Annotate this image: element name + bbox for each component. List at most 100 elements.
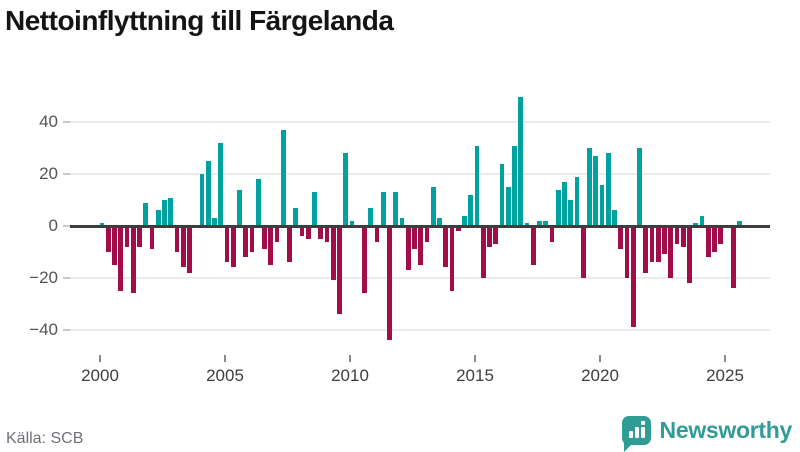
bar-2013Q3 — [437, 218, 442, 226]
bar-2000Q2 — [105, 226, 111, 252]
x-axis-label: 2015 — [456, 366, 494, 385]
bar-2005Q3 — [237, 189, 242, 226]
bar-2025Q3 — [737, 220, 742, 226]
bar-2009Q4 — [343, 153, 349, 226]
source-label: Källa: SCB — [6, 430, 84, 447]
bar-2006Q2 — [255, 179, 261, 226]
gridline — [70, 328, 770, 331]
bar-2002Q4 — [168, 197, 174, 226]
y-axis-label: 40 — [39, 112, 58, 132]
bar-2024Q1 — [699, 215, 705, 226]
bar-2020Q3 — [612, 210, 617, 226]
bar-2020Q2 — [605, 153, 611, 226]
x-axis-tick — [474, 355, 476, 362]
logo-mini-bar-3 — [640, 426, 645, 438]
bar-2013Q1 — [424, 226, 430, 242]
bar-2001Q4 — [143, 202, 149, 226]
bar-2019Q2 — [580, 226, 586, 278]
bar-2018Q4 — [568, 200, 574, 226]
bar-2002Q1 — [149, 226, 155, 250]
x-axis-label: 2010 — [331, 366, 369, 385]
bar-2022Q3 — [662, 226, 667, 255]
bar-2004Q1 — [199, 174, 205, 226]
zero-axis-line — [70, 224, 770, 228]
y-axis-tick — [63, 276, 70, 279]
bar-2009Q1 — [324, 226, 330, 242]
x-axis-label: 2025 — [706, 366, 744, 385]
bar-2007Q4 — [293, 207, 299, 226]
bar-2001Q3 — [137, 226, 142, 247]
bar-2010Q4 — [368, 207, 374, 226]
bar-2018Q3 — [562, 181, 567, 226]
bar-2004Q3 — [212, 218, 217, 226]
y-axis-tick — [63, 328, 70, 331]
brand-name: Newsworthy — [659, 416, 793, 443]
bar-2005Q4 — [243, 226, 249, 258]
gridline — [70, 276, 770, 279]
x-axis-label: 2020 — [581, 366, 619, 385]
bar-2016Q3 — [512, 145, 517, 226]
bar-2010Q3 — [362, 226, 367, 294]
bar-2021Q3 — [637, 148, 642, 226]
bar-2003Q1 — [174, 226, 180, 252]
x-axis-label: 2000 — [81, 366, 119, 385]
bar-2024Q3 — [712, 226, 717, 252]
x-axis-tick — [724, 355, 726, 362]
bar-2005Q2 — [230, 226, 236, 268]
bar-2022Q4 — [668, 226, 674, 278]
bar-2011Q2 — [380, 192, 386, 226]
bar-2015Q2 — [480, 226, 486, 278]
bar-2019Q1 — [574, 176, 580, 226]
y-axis-label: −20 — [29, 267, 58, 287]
bar-2011Q4 — [393, 192, 399, 226]
bar-2017Q2 — [530, 226, 536, 265]
bar-2021Q2 — [630, 226, 636, 327]
bar-2001Q1 — [124, 226, 130, 247]
bar-2024Q2 — [705, 226, 711, 258]
page-title: Nettoinflyttning till Färgelanda — [5, 5, 394, 36]
bar-2015Q4 — [493, 226, 499, 245]
y-axis-label: 0 — [48, 216, 58, 235]
x-axis-label: 2005 — [206, 366, 244, 385]
bar-2011Q1 — [374, 226, 380, 242]
bar-2008Q3 — [312, 192, 317, 226]
y-axis-tick — [63, 225, 70, 227]
bar-2009Q3 — [337, 226, 342, 315]
bar-2016Q4 — [518, 96, 524, 226]
bar-2008Q4 — [318, 226, 324, 239]
bar-2007Q3 — [287, 226, 292, 263]
y-axis-tick — [63, 173, 70, 176]
logo-exclamation-dot — [640, 420, 645, 425]
bar-2020Q4 — [618, 226, 624, 250]
bar-2007Q1 — [274, 226, 280, 242]
bar-2014Q3 — [462, 215, 467, 226]
bar-2013Q2 — [430, 187, 436, 226]
bar-2016Q1 — [499, 163, 505, 226]
bar-2003Q2 — [180, 226, 186, 268]
x-axis-tick — [599, 355, 601, 362]
bar-2000Q4 — [118, 226, 124, 291]
bar-2022Q1 — [649, 226, 655, 263]
bar-2023Q1 — [674, 226, 680, 245]
bar-2024Q4 — [718, 226, 724, 245]
bar-2012Q2 — [405, 226, 411, 271]
bar-2023Q2 — [680, 226, 686, 247]
bar-2009Q2 — [330, 226, 336, 281]
bar-2000Q3 — [112, 226, 117, 265]
bar-2006Q3 — [262, 226, 267, 250]
gridline — [70, 173, 770, 176]
x-axis-tick — [224, 355, 226, 362]
newsworthy-logo: Newsworthy — [621, 412, 793, 452]
bar-2014Q1 — [449, 226, 455, 291]
bar-2019Q4 — [593, 156, 599, 226]
bar-2011Q3 — [387, 226, 392, 340]
bar-2025Q2 — [730, 226, 736, 289]
bar-2019Q3 — [587, 148, 592, 226]
bar-2015Q1 — [474, 145, 480, 226]
y-axis-label: −40 — [29, 319, 58, 339]
bar-2021Q4 — [643, 226, 649, 273]
bar-2014Q4 — [468, 194, 474, 226]
bar-2008Q1 — [299, 226, 305, 237]
bar-2002Q3 — [162, 200, 167, 226]
